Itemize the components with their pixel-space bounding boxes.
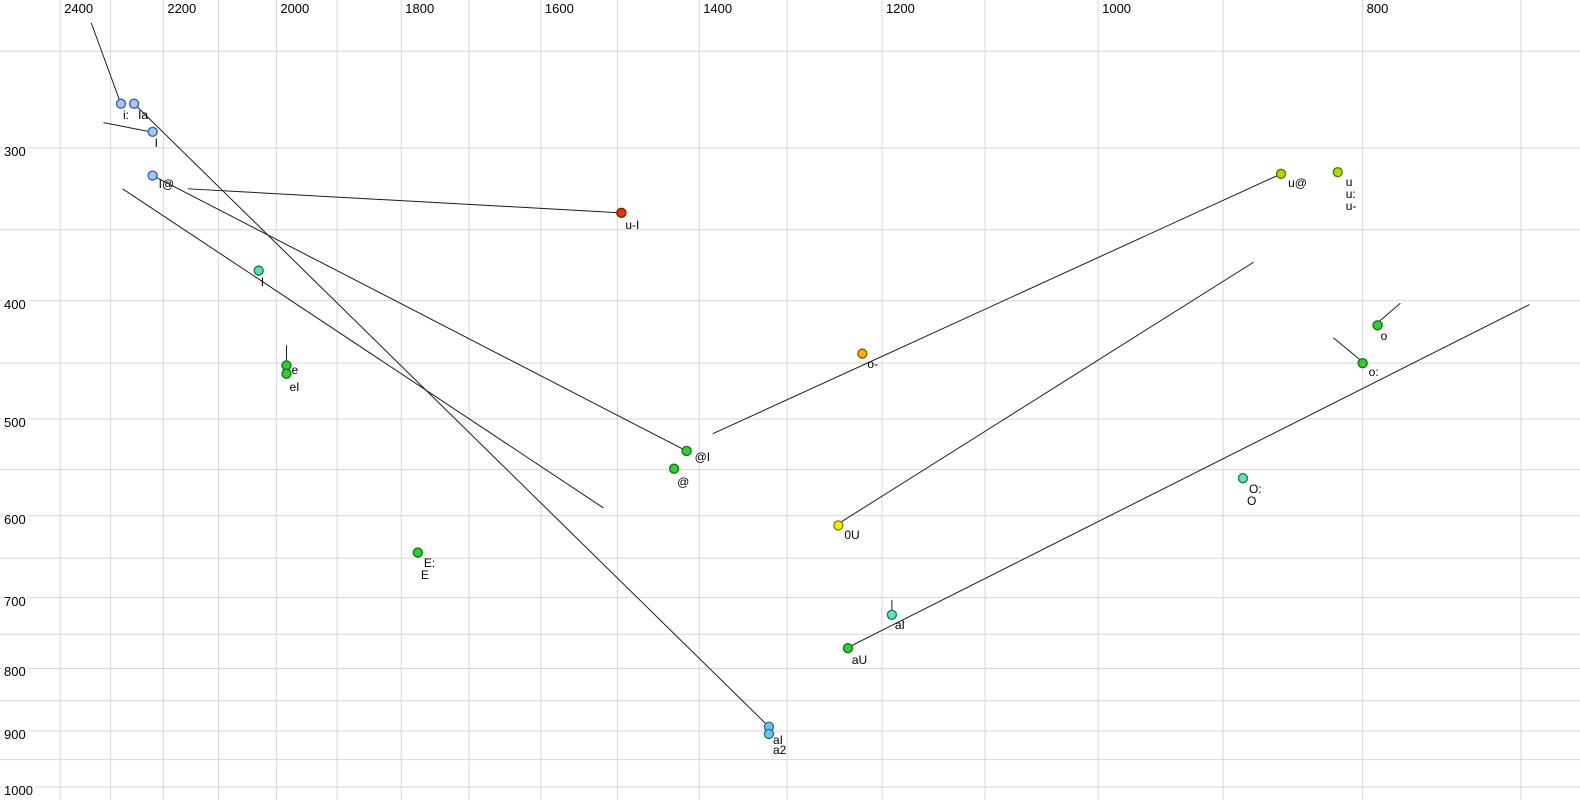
x-tick-label-800: 800 — [1364, 1, 1391, 16]
point-label-E-cluster-1: E — [420, 567, 429, 582]
trajectory-mid-glide — [122, 188, 604, 509]
data-point-a2[interactable] — [763, 728, 775, 740]
data-point-u-I[interactable] — [616, 207, 627, 219]
data-point-aI-mid[interactable] — [886, 609, 898, 620]
data-point-schwa[interactable] — [668, 463, 680, 474]
data-point-I-schwa[interactable] — [147, 170, 158, 181]
x-tick-label-1600: 1600 — [542, 1, 576, 16]
data-point-aU[interactable] — [842, 642, 854, 654]
data-point-u-cluster[interactable] — [1332, 166, 1343, 178]
data-point-O-cluster[interactable] — [1237, 473, 1249, 484]
y-tick-label-600: 600 — [2, 511, 28, 527]
point-label-o-long: o: — [1368, 365, 1379, 380]
point-label-o: o — [1380, 329, 1388, 344]
point-label-O-cluster-1: O — [1246, 494, 1257, 509]
trajectory-0U-glide — [838, 261, 1254, 525]
y-tick-label-900: 900 — [2, 726, 28, 742]
y-tick-label-400: 400 — [2, 296, 28, 312]
x-tick-label-1000: 1000 — [1100, 1, 1134, 16]
point-label-I-schwa: I@ — [158, 176, 175, 191]
data-point-u-schwa[interactable] — [1275, 168, 1287, 180]
trajectory-I-onset — [103, 122, 151, 133]
point-label-u-cluster: u — [1345, 175, 1353, 190]
trajectory-Ia-glide — [133, 103, 770, 728]
point-label-u-I: u-I — [625, 217, 640, 232]
trajectory-u-schwa-glide — [712, 173, 1282, 435]
x-tick-label-2400: 2400 — [62, 1, 96, 16]
point-label-0U: 0U — [844, 528, 860, 543]
x-tick-label-2000: 2000 — [278, 1, 312, 16]
data-point-0U[interactable] — [833, 520, 844, 531]
data-point-schwa-I[interactable] — [681, 445, 692, 457]
y-tick-label-700: 700 — [2, 593, 28, 609]
y-tick-label-800: 800 — [2, 664, 28, 680]
data-point-Ia[interactable] — [128, 98, 140, 109]
data-point-i-long[interactable] — [115, 98, 127, 109]
y-tick-label-1000: 1000 — [2, 782, 35, 798]
trajectory-i-onset — [90, 22, 120, 101]
point-label-o-mid: o- — [867, 356, 879, 371]
point-label-I: I — [154, 135, 158, 150]
trajectory-o-onset — [1377, 302, 1401, 324]
point-label-i-long: i: — [123, 107, 129, 122]
point-label-a2: a2 — [772, 742, 787, 757]
point-label-eI: eI — [289, 379, 300, 394]
x-tick-label-1800: 1800 — [403, 1, 437, 16]
data-point-o-long[interactable] — [1357, 357, 1368, 369]
y-tick-label-500: 500 — [2, 415, 28, 431]
x-tick-label-1400: 1400 — [701, 1, 735, 16]
data-point-eI[interactable] — [281, 368, 292, 379]
data-point-o-mid[interactable] — [857, 348, 868, 359]
data-point-I-2[interactable] — [253, 265, 264, 276]
data-point-E-cluster[interactable] — [412, 547, 424, 558]
point-label-aI-mid: aI — [894, 617, 905, 632]
point-label-O-cluster: O: — [1248, 482, 1262, 497]
point-label-aI-low: aI — [772, 732, 783, 747]
y-tick-label-300: 300 — [2, 143, 28, 159]
trajectory-o-long-onset — [1333, 337, 1362, 362]
trajectory-I-schwa-glide — [152, 175, 687, 452]
x-tick-label-1200: 1200 — [883, 1, 917, 16]
point-label-schwa: @ — [677, 474, 690, 489]
data-point-o[interactable] — [1372, 320, 1383, 331]
x-tick-label-2200: 2200 — [165, 1, 199, 16]
point-label-u-cluster-1: u: — [1345, 187, 1356, 202]
point-label-u-schwa: u@ — [1288, 175, 1307, 190]
point-label-aU: aU — [851, 653, 868, 668]
point-label-Ia: Ia — [138, 107, 149, 122]
point-label-schwa-I: @I — [694, 449, 711, 464]
point-label-E-cluster: E: — [423, 555, 436, 570]
data-point-I[interactable] — [147, 126, 158, 138]
point-label-e: e — [291, 363, 299, 378]
trajectory-u-I-glide — [187, 188, 622, 214]
trajectory-aU-glide — [847, 304, 1530, 648]
point-label-I-2: I — [260, 274, 265, 289]
point-label-u-cluster-2: u- — [1345, 199, 1357, 214]
